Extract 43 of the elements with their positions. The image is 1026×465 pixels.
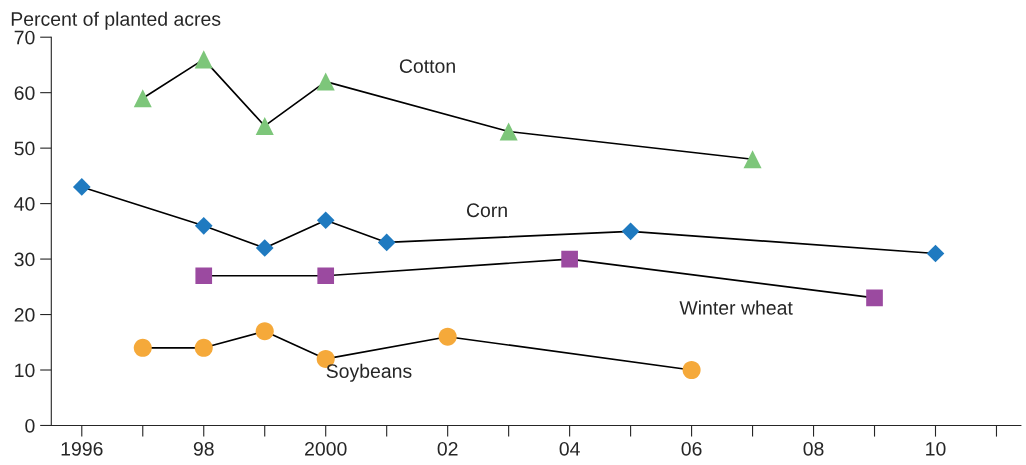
point	[133, 338, 152, 357]
series-label: Cotton	[399, 59, 455, 73]
x-tick-label: 08	[803, 441, 824, 456]
point	[682, 360, 701, 380]
point	[72, 178, 91, 196]
series-label: Winter wheat	[679, 300, 793, 315]
x-tick-label: 04	[559, 441, 580, 456]
y-axis-title: Percent of planted acres	[11, 11, 221, 30]
y-tick-label: 60	[14, 86, 35, 100]
x-tick-label: 2000	[305, 441, 347, 456]
point	[866, 289, 883, 307]
point	[133, 89, 152, 108]
point	[255, 239, 274, 257]
point	[255, 116, 274, 135]
point	[195, 267, 213, 285]
point	[926, 244, 945, 263]
x-tick-label: 98	[193, 441, 214, 456]
y-tick-label: 10	[15, 363, 35, 378]
series-label: Corn	[466, 203, 507, 218]
point	[499, 122, 518, 141]
x-tick-label: 10	[926, 441, 946, 456]
point	[316, 211, 335, 230]
x-tick-label: 02	[437, 441, 458, 456]
point	[561, 250, 578, 268]
point	[194, 216, 213, 235]
point	[316, 72, 335, 91]
point	[743, 150, 762, 169]
point	[194, 50, 213, 69]
x-tick-label: 1996	[61, 441, 103, 456]
point	[377, 233, 396, 252]
x-tick-label: 06	[681, 441, 702, 456]
y-tick-label: 30	[14, 252, 35, 267]
point	[255, 322, 274, 341]
y-tick-label: 70	[14, 30, 35, 45]
y-tick-label: 20	[14, 308, 35, 322]
y-tick-label: 40	[14, 197, 35, 211]
point	[621, 222, 640, 241]
point	[317, 267, 335, 285]
y-tick-label: 0	[25, 418, 35, 433]
series-label: Soybeans	[326, 363, 412, 382]
point	[194, 338, 213, 357]
point	[438, 327, 457, 346]
y-tick-label: 50	[14, 141, 35, 156]
